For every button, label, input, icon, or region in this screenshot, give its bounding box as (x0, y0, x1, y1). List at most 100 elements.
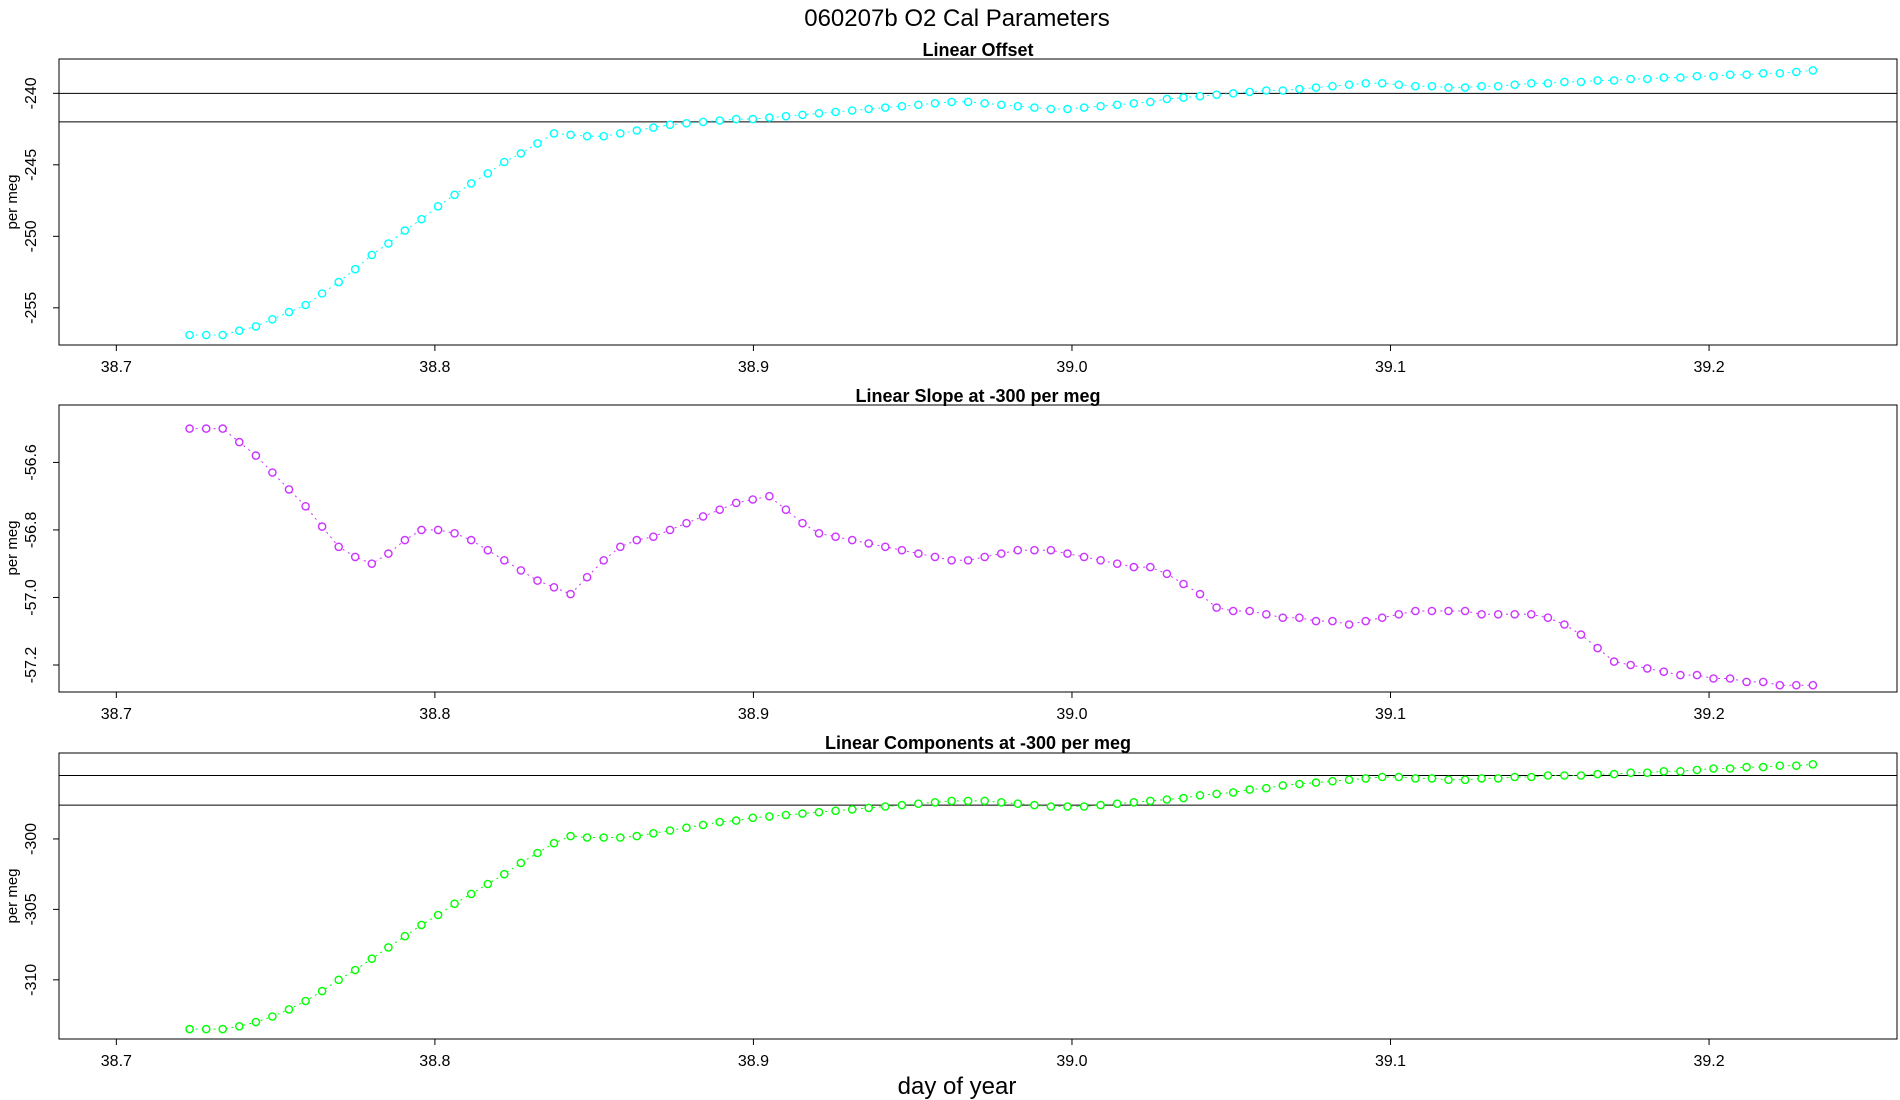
data-point (1659, 73, 1669, 82)
data-point (864, 539, 874, 548)
data-point (1411, 774, 1420, 783)
data-point (847, 535, 857, 545)
data-point (1676, 670, 1685, 680)
data-point (715, 116, 725, 125)
data-point (1493, 774, 1503, 783)
data-point (384, 549, 393, 558)
data-point (1560, 620, 1569, 629)
data-point (1560, 77, 1569, 87)
data-point (1030, 103, 1039, 112)
data-point (930, 552, 940, 562)
data-point (1444, 775, 1453, 785)
data-point (1063, 802, 1072, 811)
x-tick-label: 39.2 (1693, 1053, 1724, 1070)
data-point (914, 100, 923, 110)
data-point (1543, 771, 1553, 780)
data-point (1543, 613, 1553, 623)
data-point (1129, 798, 1139, 807)
data-point (516, 858, 526, 868)
data-point (301, 300, 310, 310)
data-point (317, 289, 327, 298)
data-point (1742, 762, 1751, 772)
data-point (1725, 674, 1735, 683)
data-point (218, 424, 227, 433)
data-point (433, 910, 443, 920)
data-point (218, 330, 227, 340)
data-point (698, 512, 708, 521)
y-tick-label: -240 (23, 77, 40, 109)
data-point (1146, 796, 1155, 806)
data-point (1493, 81, 1503, 91)
data-point (201, 424, 211, 433)
y-tick-label: -56.8 (23, 512, 40, 549)
data-point (185, 1024, 194, 1034)
data-point (516, 149, 526, 158)
data-point (1212, 90, 1221, 99)
data-point (284, 485, 294, 494)
data-point (1328, 776, 1337, 786)
data-point (1527, 79, 1536, 88)
data-point (963, 556, 973, 565)
data-point (897, 545, 907, 555)
data-point (1063, 549, 1072, 558)
data-point (1146, 562, 1155, 572)
data-point (665, 525, 675, 535)
x-tick-label: 38.8 (419, 359, 450, 376)
x-tick-label: 39.1 (1375, 359, 1406, 376)
data-point (1228, 89, 1238, 98)
data-point (566, 589, 575, 599)
data-point (234, 1022, 244, 1031)
data-point (1510, 80, 1519, 89)
y-axis-label-linear-components: per meg (4, 868, 21, 923)
data-point (466, 535, 476, 545)
data-point (284, 1005, 294, 1014)
data-point (1527, 772, 1536, 782)
data-point (1262, 610, 1271, 619)
x-tick-label: 39.2 (1693, 706, 1724, 723)
data-point (1510, 610, 1519, 619)
data-point (1477, 774, 1486, 783)
data-point (997, 549, 1006, 558)
data-point (1228, 788, 1238, 797)
data-point (234, 437, 244, 447)
data-point (1112, 559, 1122, 569)
data-point (268, 1012, 277, 1021)
data-point (1709, 764, 1718, 773)
data-point (765, 113, 774, 122)
data-point (1262, 783, 1271, 793)
y-tick-label: -255 (23, 292, 40, 324)
data-point (1030, 545, 1039, 555)
data-point (1427, 606, 1437, 616)
figure-title: 060207b O2 Cal Parameters (804, 5, 1110, 32)
data-point (400, 226, 410, 235)
data-point (616, 542, 625, 552)
data-point (798, 809, 807, 818)
data-point (1262, 86, 1271, 95)
data-point (1808, 760, 1818, 769)
data-point (731, 816, 741, 825)
data-point (1758, 762, 1768, 772)
data-point (1245, 606, 1254, 616)
data-point (798, 110, 807, 120)
data-point (1112, 799, 1122, 809)
data-point (1046, 545, 1056, 555)
data-point (1146, 97, 1155, 107)
data-point (897, 800, 907, 810)
data-point (1377, 613, 1387, 623)
data-point (1543, 79, 1553, 88)
data-point (549, 838, 559, 848)
data-point (814, 109, 824, 118)
data-point (516, 566, 526, 575)
data-point (417, 214, 426, 224)
panel-linear-components: Linear Components at -300 per meg per me… (4, 733, 1898, 1070)
data-point (1626, 768, 1635, 778)
data-point (1129, 99, 1139, 108)
data-point (748, 114, 758, 124)
data-point (251, 322, 261, 331)
data-point (1129, 562, 1139, 572)
data-point (1560, 771, 1569, 780)
x-tick-label: 39.0 (1056, 359, 1087, 376)
data-point (1692, 71, 1702, 81)
data-point (864, 104, 874, 114)
